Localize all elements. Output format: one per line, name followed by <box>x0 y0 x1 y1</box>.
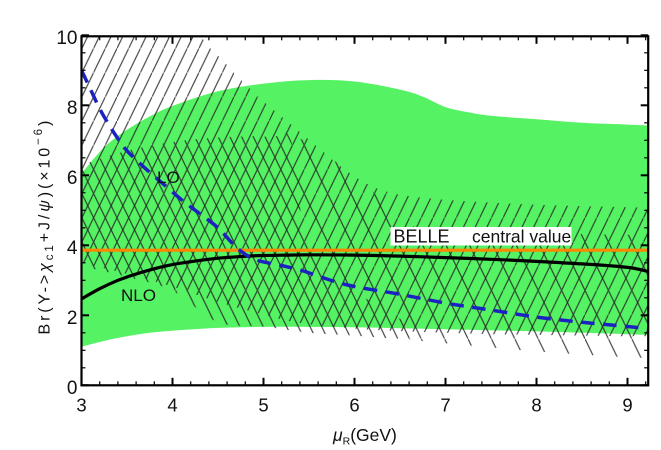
svg-text:4: 4 <box>67 238 78 259</box>
svg-text:6: 6 <box>349 395 359 416</box>
svg-text:BELLE: BELLE <box>394 227 450 247</box>
svg-text:Br(Y->χc1+J/ψ)(×10−6): Br(Y->χc1+J/ψ)(×10−6) <box>33 118 56 335</box>
svg-text:8: 8 <box>67 98 78 119</box>
svg-text:0: 0 <box>67 378 78 399</box>
svg-text:central value: central value <box>472 227 571 247</box>
svg-text:μR(GeV): μR(GeV) <box>332 425 397 448</box>
svg-text:10: 10 <box>56 28 77 49</box>
svg-text:7: 7 <box>440 395 450 416</box>
svg-text:2: 2 <box>67 308 78 329</box>
svg-text:3: 3 <box>76 395 86 416</box>
svg-text:LO: LO <box>157 168 180 187</box>
svg-text:5: 5 <box>258 395 268 416</box>
svg-text:6: 6 <box>67 168 78 189</box>
svg-text:NLO: NLO <box>121 286 156 305</box>
svg-text:9: 9 <box>622 395 632 416</box>
svg-text:4: 4 <box>167 395 177 416</box>
svg-text:8: 8 <box>531 395 541 416</box>
